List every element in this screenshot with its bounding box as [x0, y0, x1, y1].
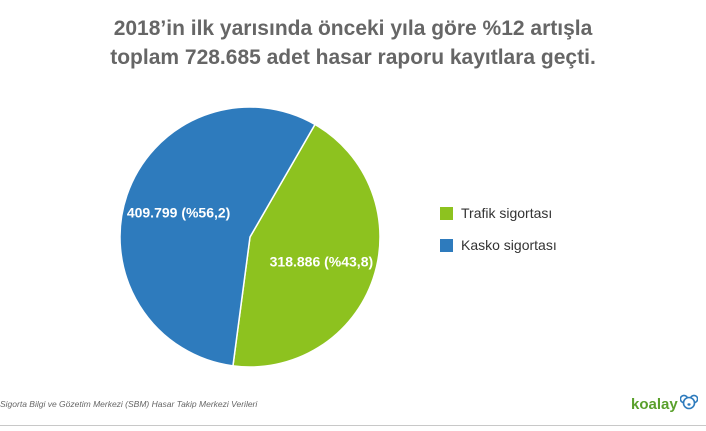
chart-title-line-2: toplam 728.685 adet hasar raporu kayıtla…	[110, 46, 596, 69]
legend-label-trafik: Trafik sigortası	[461, 205, 553, 221]
koalay-logo: koalay	[631, 392, 706, 416]
pie-slice-label-0: 318.886 (%43,8)	[270, 253, 374, 269]
logo-text: koalay	[631, 395, 678, 413]
source-note: Sigorta Bilgi ve Gözetim Merkezi (SBM) H…	[0, 399, 258, 409]
pie-slice-0	[232, 123, 381, 368]
legend-item-kasko: Kasko sigortası	[440, 235, 557, 255]
legend-item-trafik: Trafik sigortası	[440, 203, 557, 223]
chart-legend: Trafik sigortası Kasko sigortası	[440, 203, 557, 267]
legend-swatch-trafik	[440, 206, 453, 220]
koala-icon	[679, 394, 699, 415]
chart-title: 2018’in ilk yarısında önceki yıla göre %…	[0, 14, 706, 72]
legend-label-kasko: Kasko sigortası	[461, 237, 557, 253]
pie-slice-1	[119, 106, 317, 367]
pie-slice-label-1: 409.799 (%56,2)	[127, 205, 231, 221]
chart-title-line-1: 2018’in ilk yarısında önceki yıla göre %…	[113, 17, 593, 40]
bottom-divider	[0, 425, 706, 426]
legend-swatch-kasko	[440, 238, 453, 252]
